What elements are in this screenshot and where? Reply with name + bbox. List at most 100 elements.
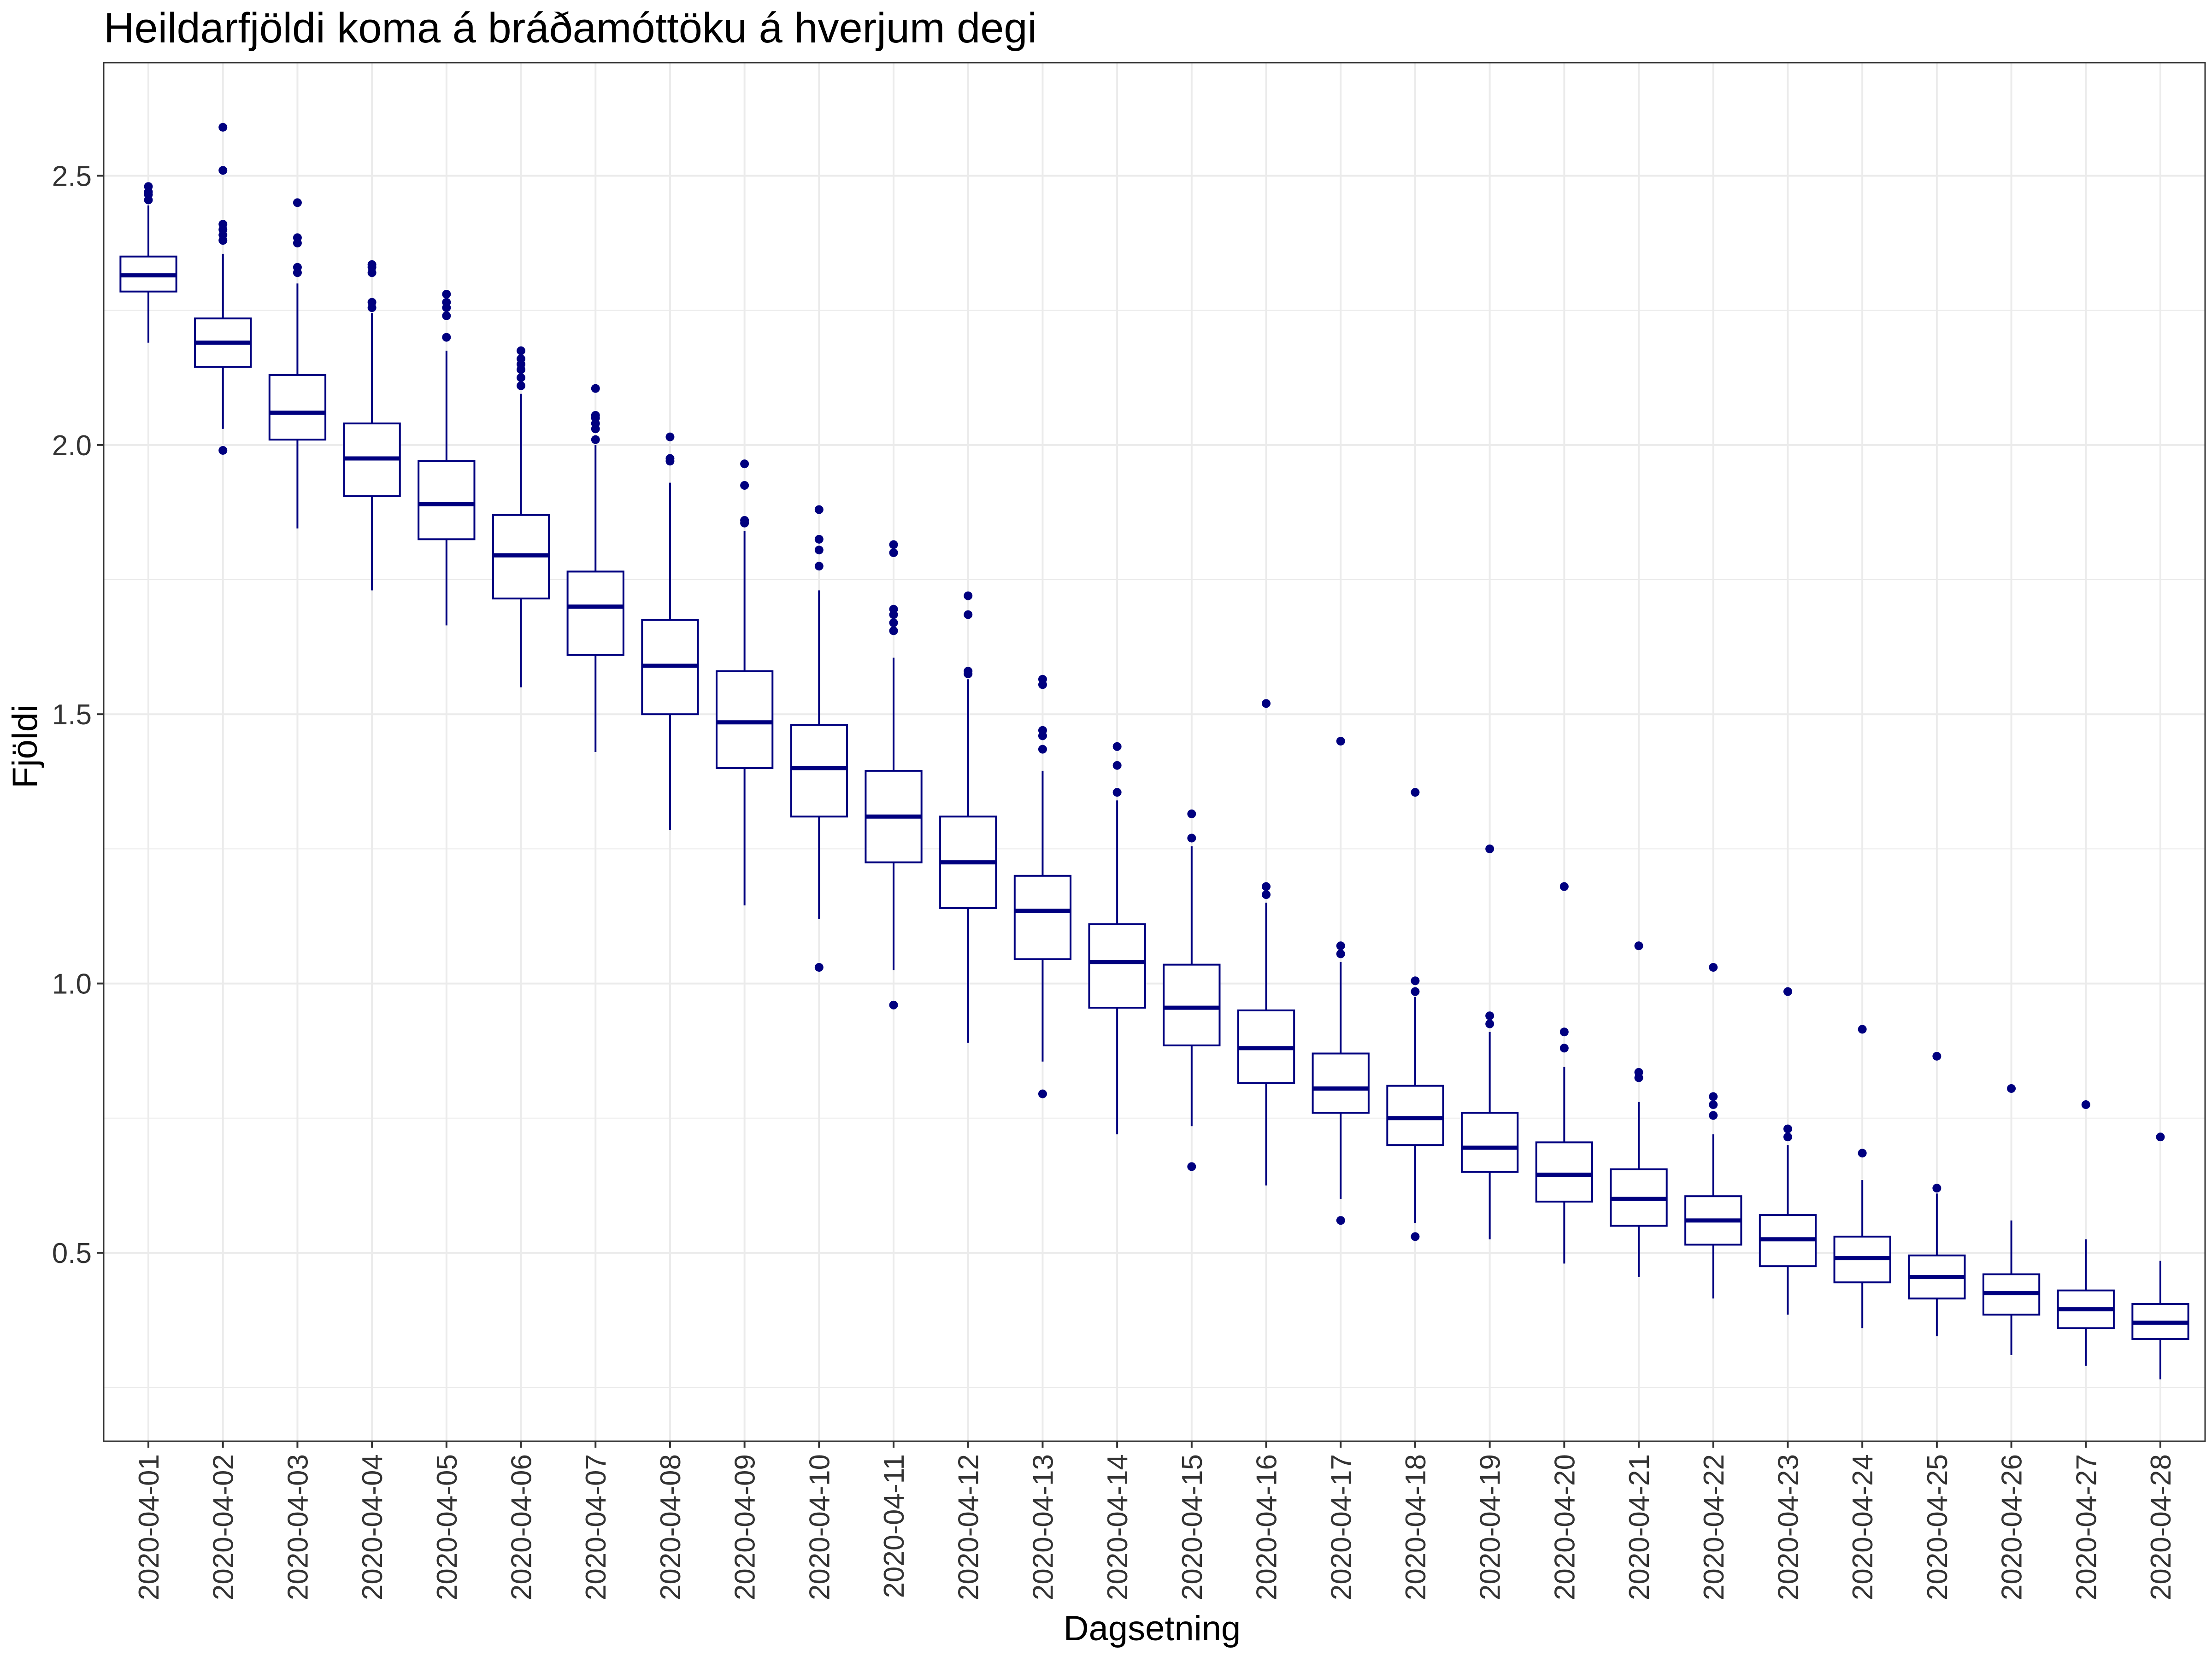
x-tick-label: 2020-04-27 <box>2071 1454 2102 1600</box>
x-tick-label: 2020-04-16 <box>1251 1454 1283 1600</box>
outlier-point <box>1336 737 1345 746</box>
x-tick-label: 2020-04-08 <box>655 1454 687 1600</box>
x-tick-label: 2020-04-19 <box>1475 1454 1506 1600</box>
box-iqr <box>1535 1141 1593 1203</box>
outlier-point <box>1634 941 1643 951</box>
outlier-point <box>1411 976 1420 986</box>
x-tick-label: 2020-04-21 <box>1624 1454 1655 1600</box>
outlier-point <box>1411 987 1420 996</box>
x-axis-title: Dagsetning <box>1064 1609 1241 1648</box>
outlier-point <box>1411 788 1420 797</box>
outlier-point <box>814 963 824 972</box>
outlier-point <box>1038 726 1047 735</box>
y-tick-label: 2.0 <box>52 430 92 462</box>
x-tick-label: 2020-04-23 <box>1772 1454 1804 1600</box>
outlier-point <box>1709 1100 1718 1109</box>
x-tick-label: 2020-04-25 <box>1922 1454 1953 1600</box>
box-2020-04-13 <box>1013 675 1072 1098</box>
outlier-point <box>1038 745 1047 754</box>
outlier-point <box>591 435 600 444</box>
outlier-point <box>1559 882 1569 891</box>
x-tick-label: 2020-04-05 <box>431 1454 463 1600</box>
outlier-point <box>442 333 451 342</box>
outlier-point <box>1932 1184 1941 1193</box>
box-2020-04-01 <box>119 182 177 343</box>
outlier-point <box>964 667 973 676</box>
box-2020-04-10 <box>790 505 848 972</box>
outlier-point <box>591 384 600 393</box>
x-tick-label: 2020-04-01 <box>133 1454 165 1600</box>
x-tick-label: 2020-04-26 <box>1996 1454 2028 1600</box>
outlier-point <box>1038 675 1047 684</box>
outlier-point <box>1336 949 1345 958</box>
outlier-point <box>964 610 973 619</box>
outlier-point <box>442 298 451 307</box>
outlier-point <box>814 505 824 514</box>
outlier-point <box>665 454 675 463</box>
box-iqr <box>790 724 848 818</box>
outlier-point <box>814 534 824 544</box>
outlier-point <box>1112 761 1122 770</box>
box-iqr <box>566 570 624 656</box>
outlier-point <box>1709 1092 1718 1101</box>
outlier-point <box>1485 844 1494 853</box>
x-tick-label: 2020-04-12 <box>953 1454 985 1600</box>
outlier-point <box>293 263 302 272</box>
outlier-point <box>889 618 898 627</box>
box-2020-04-11 <box>865 540 923 1010</box>
box-2020-04-03 <box>268 198 327 528</box>
outlier-point <box>889 1000 898 1010</box>
outlier-point <box>740 459 749 469</box>
outlier-point <box>740 516 749 525</box>
outlier-point <box>1262 882 1271 891</box>
y-tick-label: 0.5 <box>52 1238 92 1269</box>
outlier-point <box>1783 1133 1792 1142</box>
x-tick-label: 2020-04-28 <box>2145 1454 2177 1600</box>
outlier-point <box>1262 890 1271 899</box>
outlier-point <box>1336 1216 1345 1225</box>
box-iqr <box>1163 963 1221 1046</box>
x-tick-label: 2020-04-17 <box>1325 1454 1357 1600</box>
x-tick-label: 2020-04-18 <box>1400 1454 1432 1600</box>
box-2020-04-07 <box>566 384 624 752</box>
outlier-point <box>1112 742 1122 751</box>
outlier-point <box>889 605 898 614</box>
box-2020-04-23 <box>1759 987 1817 1315</box>
panel-border <box>103 62 2206 1442</box>
outlier-point <box>740 481 749 490</box>
box-2020-04-15 <box>1163 809 1221 1171</box>
x-tick-label: 2020-04-06 <box>506 1454 538 1600</box>
x-tick-label: 2020-04-15 <box>1177 1454 1208 1600</box>
box-2020-04-24 <box>1833 1025 1891 1328</box>
outlier-point <box>293 233 302 242</box>
box-iqr <box>418 460 476 540</box>
outlier-point <box>889 540 898 549</box>
x-tick-label: 2020-04-13 <box>1027 1454 1059 1600</box>
box-2020-04-05 <box>418 290 476 626</box>
box-2020-04-22 <box>1684 963 1742 1299</box>
y-axis-title: Fjöldi <box>6 704 45 788</box>
x-tick-label: 2020-04-14 <box>1102 1454 1134 1600</box>
outlier-point <box>665 432 675 441</box>
outlier-point <box>1187 833 1196 843</box>
outlier-point <box>218 166 228 175</box>
box-iqr <box>1312 1052 1370 1114</box>
outlier-point <box>1634 1068 1643 1077</box>
outlier-point <box>1858 1149 1867 1158</box>
box-2020-04-28 <box>2131 1133 2189 1379</box>
box-2020-04-17 <box>1312 737 1370 1225</box>
x-tick-label: 2020-04-09 <box>729 1454 761 1600</box>
box-2020-04-26 <box>1982 1084 2041 1355</box>
x-tick-label: 2020-04-03 <box>282 1454 314 1600</box>
box-2020-04-02 <box>194 123 252 455</box>
x-tick-label: 2020-04-20 <box>1549 1454 1581 1600</box>
outlier-point <box>2007 1084 2016 1093</box>
box-iqr <box>268 374 327 441</box>
outlier-point <box>517 381 526 390</box>
box-iqr <box>716 670 774 769</box>
outlier-point <box>293 198 302 207</box>
outlier-point <box>1559 1027 1569 1037</box>
outlier-point <box>1783 1124 1792 1133</box>
